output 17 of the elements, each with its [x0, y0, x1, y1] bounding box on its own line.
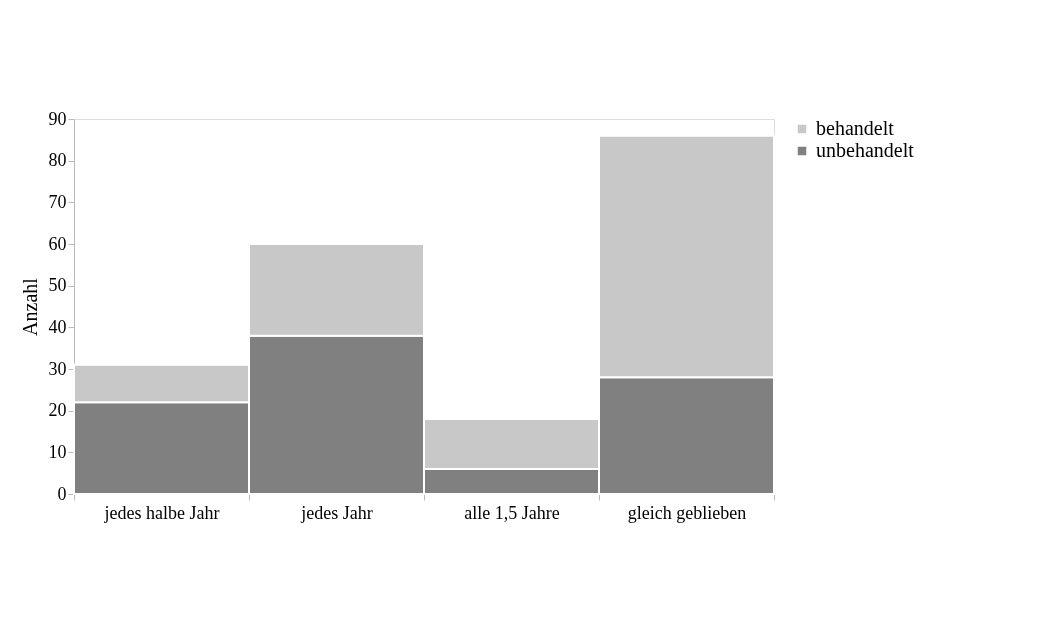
y-tick-label: 50: [48, 275, 67, 296]
legend-label: unbehandelt: [816, 139, 915, 161]
y-axis-title: Anzahl: [18, 277, 41, 336]
y-tick-label: 0: [57, 483, 67, 504]
y-tick-label: 20: [48, 400, 67, 421]
legend-label: behandelt: [816, 117, 895, 139]
y-tick-label: 40: [48, 316, 67, 337]
y-tick-label: 60: [48, 233, 67, 254]
y-tick-label: 30: [48, 358, 67, 379]
y-tick-label: 90: [48, 108, 67, 129]
y-tick-label: 10: [48, 441, 67, 462]
y-tick-label: 80: [48, 150, 67, 171]
x-tick-label: jedes Jahr: [300, 502, 373, 523]
x-tick-label: gleich geblieben: [627, 502, 747, 523]
x-tick-label: jedes halbe Jahr: [103, 502, 220, 523]
x-tick-label: alle 1,5 Jahre: [464, 502, 560, 523]
y-tick-label: 70: [48, 191, 67, 212]
